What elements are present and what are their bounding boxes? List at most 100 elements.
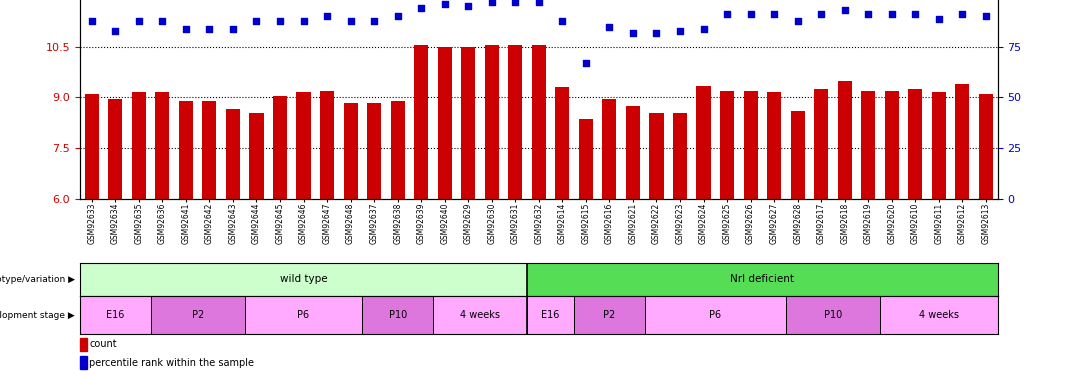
Bar — [508, 45, 523, 199]
Bar — [461, 47, 475, 199]
Bar — [150, 296, 244, 334]
Point — [319, 13, 336, 20]
Text: development stage ▶: development stage ▶ — [0, 310, 75, 320]
Point — [294, 18, 312, 24]
Point — [554, 18, 571, 24]
Point — [977, 13, 994, 20]
Bar — [433, 296, 527, 334]
Text: Nrl deficient: Nrl deficient — [730, 274, 794, 284]
Point — [83, 18, 100, 24]
Text: genotype/variation ▶: genotype/variation ▶ — [0, 275, 75, 284]
Bar — [644, 296, 786, 334]
Point — [695, 26, 712, 32]
Bar — [786, 296, 880, 334]
Point — [413, 5, 430, 11]
Point — [248, 18, 265, 24]
Bar — [108, 99, 123, 199]
Bar — [437, 47, 451, 199]
Bar — [250, 112, 264, 199]
Bar — [838, 81, 851, 199]
Bar — [744, 91, 758, 199]
Point — [813, 12, 830, 18]
Bar — [814, 89, 828, 199]
Point — [343, 18, 360, 24]
Bar — [80, 296, 150, 334]
Text: P6: P6 — [298, 310, 309, 320]
Bar — [273, 96, 287, 199]
Point — [718, 12, 735, 18]
Bar — [574, 296, 644, 334]
Bar — [885, 91, 898, 199]
Point — [130, 18, 147, 24]
Bar — [84, 94, 99, 199]
Point — [224, 26, 241, 32]
Bar — [861, 91, 875, 199]
Bar — [555, 87, 570, 199]
Point — [671, 28, 688, 34]
Bar — [978, 94, 993, 199]
Bar — [320, 91, 334, 199]
Bar — [226, 109, 240, 199]
Point — [930, 15, 947, 21]
Point — [436, 2, 453, 8]
Point — [201, 26, 218, 32]
Point — [483, 0, 500, 5]
Bar — [767, 92, 781, 199]
Text: E16: E16 — [541, 310, 560, 320]
Point — [883, 12, 901, 18]
Bar — [908, 89, 922, 199]
Text: P2: P2 — [603, 310, 616, 320]
Point — [860, 12, 877, 18]
Text: P6: P6 — [710, 310, 721, 320]
Bar — [367, 102, 381, 199]
Text: 4 weeks: 4 weeks — [460, 310, 500, 320]
Bar — [626, 106, 640, 199]
Point — [601, 24, 618, 30]
Point — [790, 18, 807, 24]
Point — [577, 60, 594, 66]
Text: percentile rank within the sample: percentile rank within the sample — [90, 358, 254, 368]
Point — [648, 30, 665, 36]
Bar — [531, 45, 546, 199]
Point — [389, 13, 407, 20]
Bar — [578, 119, 593, 199]
Bar — [80, 356, 86, 369]
Bar — [527, 296, 574, 334]
Bar — [179, 101, 193, 199]
Point — [366, 18, 383, 24]
Bar — [297, 92, 310, 199]
Bar — [650, 112, 664, 199]
Bar — [80, 262, 527, 296]
Text: wild type: wild type — [280, 274, 328, 284]
Point — [907, 12, 924, 18]
Bar — [791, 111, 805, 199]
Text: P10: P10 — [824, 310, 842, 320]
Bar — [363, 296, 433, 334]
Bar — [156, 92, 170, 199]
Text: E16: E16 — [106, 310, 125, 320]
Bar — [203, 101, 217, 199]
Bar — [955, 84, 970, 199]
Bar — [720, 91, 734, 199]
Point — [460, 3, 477, 9]
Bar — [132, 92, 146, 199]
Point — [530, 0, 547, 5]
Bar — [80, 338, 86, 351]
Bar — [484, 45, 499, 199]
Bar — [697, 86, 711, 199]
Point — [624, 30, 641, 36]
Bar — [344, 102, 357, 199]
Bar — [673, 112, 687, 199]
Bar — [527, 262, 998, 296]
Point — [107, 28, 124, 34]
Bar — [931, 92, 945, 199]
Bar — [414, 45, 428, 199]
Text: P2: P2 — [192, 310, 204, 320]
Bar — [603, 99, 617, 199]
Point — [954, 12, 971, 18]
Text: 4 weeks: 4 weeks — [919, 310, 959, 320]
Text: count: count — [90, 339, 116, 349]
Text: P10: P10 — [388, 310, 407, 320]
Bar — [391, 101, 404, 199]
Point — [154, 18, 171, 24]
